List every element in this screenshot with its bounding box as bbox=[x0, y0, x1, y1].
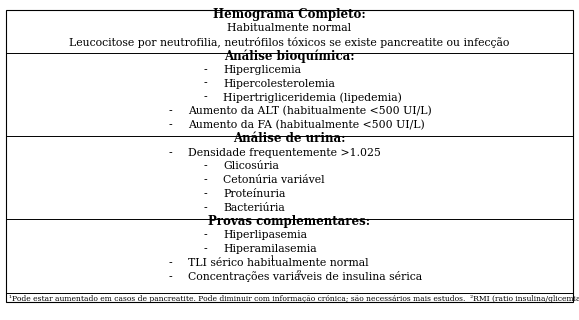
Text: Proteínuria: Proteínuria bbox=[223, 189, 285, 199]
Text: Aumento da ALT (habitualmente <500 UI/L): Aumento da ALT (habitualmente <500 UI/L) bbox=[188, 106, 432, 116]
Text: -: - bbox=[204, 230, 207, 240]
Text: -: - bbox=[204, 244, 207, 254]
Text: Concentrações variáveis de insulina sérica: Concentrações variáveis de insulina séri… bbox=[188, 271, 422, 283]
Text: -: - bbox=[204, 175, 207, 185]
Text: -: - bbox=[204, 203, 207, 213]
Text: Hiperamilasemia: Hiperamilasemia bbox=[223, 244, 317, 254]
Text: Cetonúria variável: Cetonúria variável bbox=[223, 175, 325, 185]
Text: Leucocitose por neutrofilia, neutrófilos tóxicos se existe pancreatite ou infecç: Leucocitose por neutrofilia, neutrófilos… bbox=[69, 36, 510, 48]
Text: -: - bbox=[169, 272, 173, 282]
Text: -: - bbox=[204, 78, 207, 89]
Text: -: - bbox=[169, 106, 173, 116]
Text: Provas complementares:: Provas complementares: bbox=[208, 215, 371, 228]
Text: Análise de urina:: Análise de urina: bbox=[233, 132, 346, 145]
Text: 2: 2 bbox=[297, 269, 302, 277]
Text: Bacteriúria: Bacteriúria bbox=[223, 203, 285, 213]
Text: ¹Pode estar aumentado em casos de pancreatite. Pode diminuir com informação crón: ¹Pode estar aumentado em casos de pancre… bbox=[9, 294, 579, 303]
Text: Densidade frequentemente >1.025: Densidade frequentemente >1.025 bbox=[188, 148, 381, 157]
Text: Hemograma Completo:: Hemograma Completo: bbox=[213, 8, 366, 21]
Text: 1: 1 bbox=[269, 255, 274, 263]
Text: Hipercolesterolemia: Hipercolesterolemia bbox=[223, 78, 335, 89]
Text: Hipertrigliceridemia (lipedemia): Hipertrigliceridemia (lipedemia) bbox=[223, 92, 402, 103]
Text: TLI sérico habitualmente normal: TLI sérico habitualmente normal bbox=[188, 258, 369, 268]
Text: -: - bbox=[204, 92, 207, 102]
Text: -: - bbox=[169, 148, 173, 157]
Text: -: - bbox=[204, 189, 207, 199]
Text: -: - bbox=[169, 258, 173, 268]
Text: Habitualmente normal: Habitualmente normal bbox=[228, 23, 351, 33]
Text: Glicosúria: Glicosúria bbox=[223, 161, 279, 172]
Text: Aumento da FA (habitualmente <500 UI/L): Aumento da FA (habitualmente <500 UI/L) bbox=[188, 120, 425, 130]
Text: Análise bioquímica:: Análise bioquímica: bbox=[224, 49, 355, 63]
Text: -: - bbox=[169, 120, 173, 130]
Text: Hiperglicemia: Hiperglicemia bbox=[223, 65, 301, 75]
Text: -: - bbox=[204, 65, 207, 75]
Text: -: - bbox=[204, 161, 207, 172]
Text: Hiperlipasemia: Hiperlipasemia bbox=[223, 230, 307, 240]
